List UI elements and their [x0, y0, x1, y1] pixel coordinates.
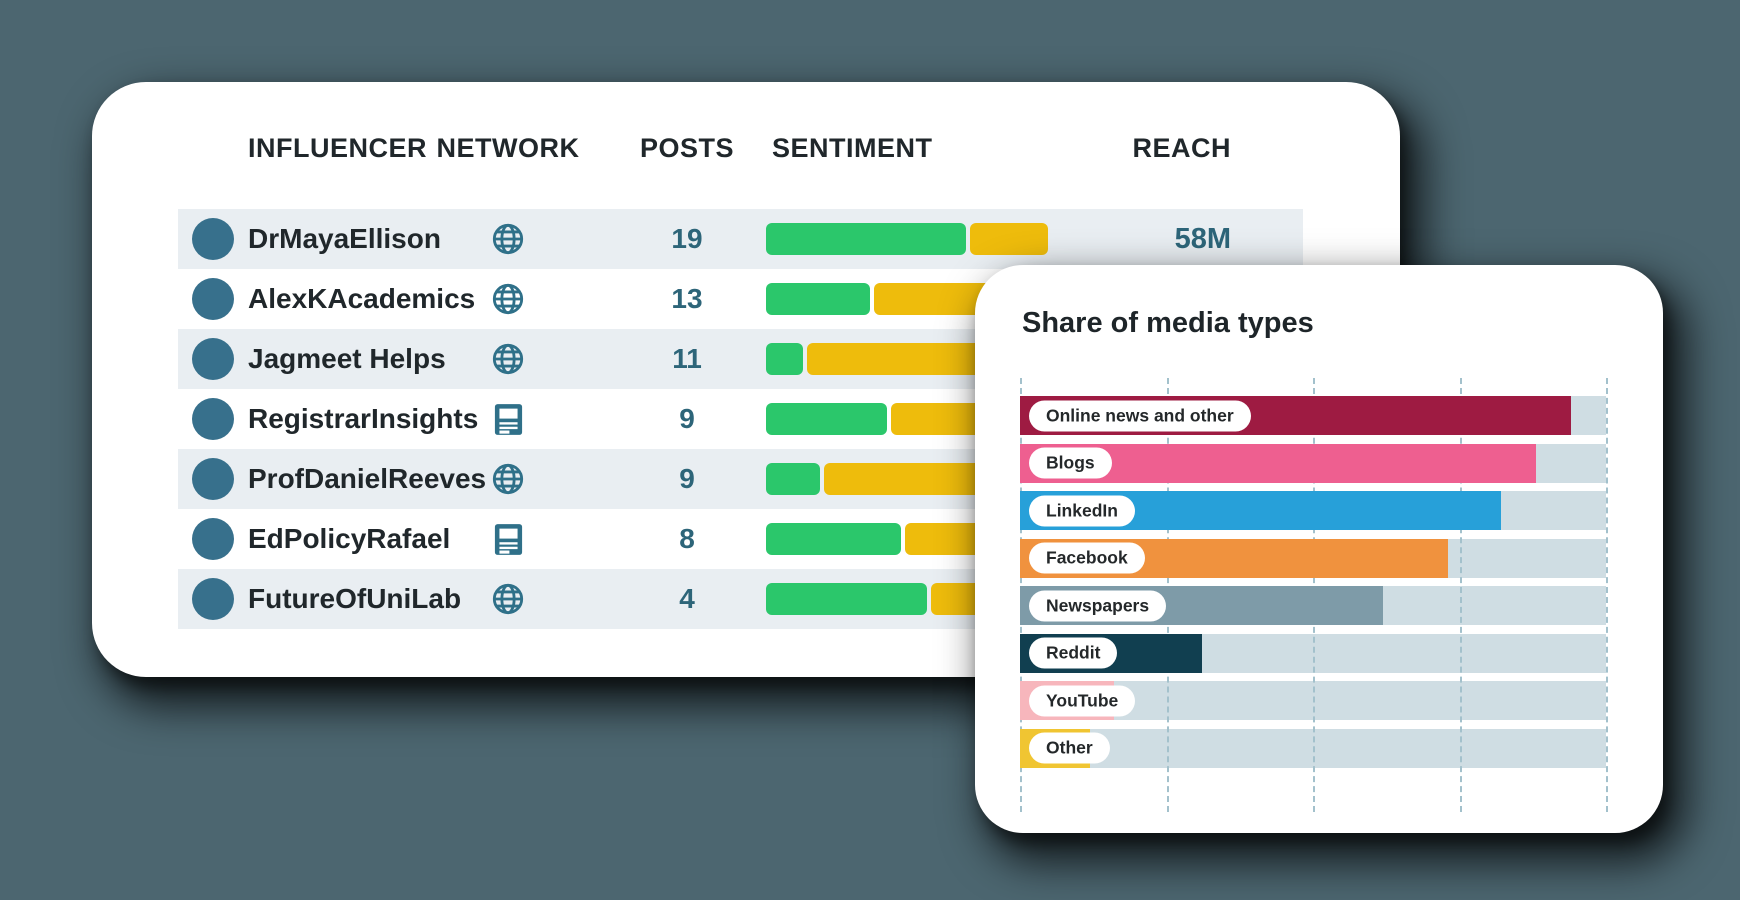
chart-title: Share of media types — [1022, 307, 1314, 339]
sentiment-positive-bar — [766, 403, 888, 435]
globe-icon — [491, 582, 525, 616]
table-row[interactable]: DrMayaEllison 19 58M — [178, 209, 1303, 269]
globe-icon — [491, 222, 525, 256]
sentiment-positive-bar — [766, 583, 927, 615]
bar-label-pill: Newspapers — [1029, 590, 1167, 621]
sentiment-positive-bar — [766, 463, 820, 495]
globe-icon — [491, 342, 525, 376]
avatar — [192, 278, 234, 320]
influencer-name: DrMayaEllison — [248, 223, 441, 254]
bar-label-pill: YouTube — [1029, 685, 1136, 716]
posts-count: 4 — [679, 583, 695, 614]
posts-count: 9 — [679, 463, 695, 494]
sentiment-bar — [766, 403, 1048, 435]
column-header-influencer: INFLUENCER — [248, 132, 427, 163]
sentiment-positive-bar — [766, 523, 902, 555]
column-header-reach: REACH — [1132, 132, 1231, 163]
influencer-name: AlexKAcademics — [248, 283, 476, 314]
avatar — [192, 398, 234, 440]
column-header-network: NETWORK — [436, 132, 580, 163]
bar-label-pill: Other — [1029, 732, 1110, 764]
media-bar: Newspapers — [1020, 586, 1606, 625]
sentiment-neutral-bar — [970, 223, 1048, 255]
posts-count: 13 — [671, 283, 703, 314]
sentiment-positive-bar — [766, 343, 803, 375]
avatar — [192, 578, 234, 620]
influencer-name: Jagmeet Helps — [248, 343, 446, 374]
posts-count: 9 — [679, 403, 695, 434]
media-bar: Blogs — [1020, 443, 1606, 483]
media-bar: LinkedIn — [1020, 491, 1606, 530]
posts-count: 11 — [672, 343, 702, 374]
bar-label-pill: Reddit — [1029, 637, 1118, 669]
newspaper-icon — [494, 403, 523, 436]
media-bar: Online news and other — [1020, 396, 1606, 435]
media-share-chart: Online news and other Blogs LinkedIn Fac… — [1020, 378, 1608, 812]
bar-label-pill: Facebook — [1029, 542, 1145, 574]
influencer-name: FutureOfUniLab — [248, 583, 462, 614]
avatar — [192, 518, 234, 560]
avatar — [192, 218, 234, 260]
gridline — [1459, 378, 1462, 812]
sentiment-positive-bar — [766, 283, 871, 315]
avatar — [192, 338, 234, 380]
newspaper-icon — [494, 523, 523, 556]
avatar — [192, 458, 234, 500]
influencer-name: ProfDanielReeves — [248, 463, 487, 494]
bar-label-pill: Blogs — [1029, 447, 1112, 479]
table-header-row: INFLUENCER NETWORK POSTS SENTIMENT REACH — [178, 118, 1303, 178]
globe-icon — [491, 282, 525, 316]
sentiment-positive-bar — [766, 223, 967, 255]
reach-value: 58M — [1174, 222, 1231, 255]
gridline — [1606, 378, 1608, 812]
column-header-sentiment: SENTIMENT — [772, 132, 933, 163]
posts-count: 19 — [671, 223, 703, 254]
influencer-name: EdPolicyRafael — [248, 523, 451, 554]
bar-label-pill: LinkedIn — [1029, 495, 1135, 526]
posts-count: 8 — [679, 523, 695, 554]
media-bar: Facebook — [1020, 538, 1606, 578]
sentiment-bar — [766, 223, 1048, 255]
column-header-posts: POSTS — [639, 132, 735, 163]
media-share-card: Share of media types Online news and oth… — [975, 265, 1663, 833]
bar-label-pill: Online news and other — [1029, 400, 1251, 431]
globe-icon — [491, 462, 525, 496]
table-row[interactable]: RegistrarInsights 9 — [178, 389, 1303, 449]
influencer-name: RegistrarInsights — [248, 403, 479, 434]
bar-group: Online news and other Blogs LinkedIn Fac… — [1020, 396, 1606, 776]
